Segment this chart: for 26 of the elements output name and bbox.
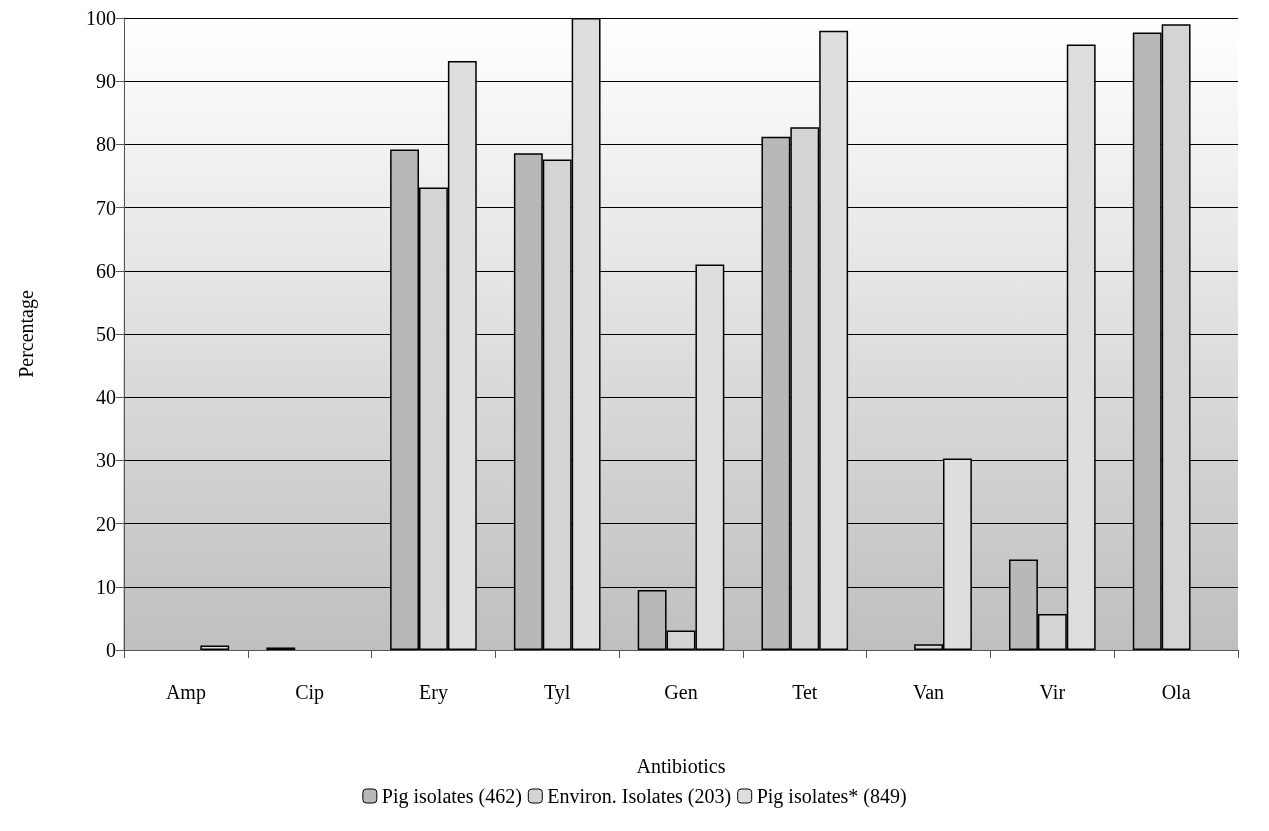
bar (200, 645, 230, 650)
y-tick-label: 80 (96, 133, 116, 156)
x-tick-label: Gen (664, 681, 698, 703)
x-axis-title: Antibiotics (636, 755, 726, 777)
x-tick-label: Van (913, 681, 945, 703)
x-tick-label: Ery (419, 681, 448, 704)
y-tick-label: 70 (96, 196, 116, 219)
x-tick-label: Vir (1039, 681, 1066, 703)
x-tick-label: Amp (165, 681, 206, 704)
x-tick-label: Tyl (544, 681, 571, 704)
x-tick-label: Cip (295, 681, 325, 704)
legend-label: Pig isolates (462) (381, 785, 522, 808)
y-tick-label: 50 (96, 323, 116, 345)
y-axis-title: Percentage (15, 290, 38, 378)
y-tick-label: 10 (96, 575, 116, 598)
y-tick-label: 30 (96, 449, 116, 472)
y-tick-label: 20 (96, 512, 116, 535)
y-tick-label: 100 (86, 7, 116, 29)
x-tick-label: Ola (1161, 681, 1191, 703)
y-tick-label: 90 (96, 70, 116, 93)
legend-label: Environ. Isolates (203) (547, 785, 732, 808)
y-tick-label: 40 (96, 386, 116, 409)
y-tick-label: 0 (106, 639, 116, 661)
x-tick-label: Tet (792, 681, 818, 703)
legend-label: Pig isolates* (849) (756, 785, 907, 808)
y-tick-label: 60 (96, 259, 116, 282)
